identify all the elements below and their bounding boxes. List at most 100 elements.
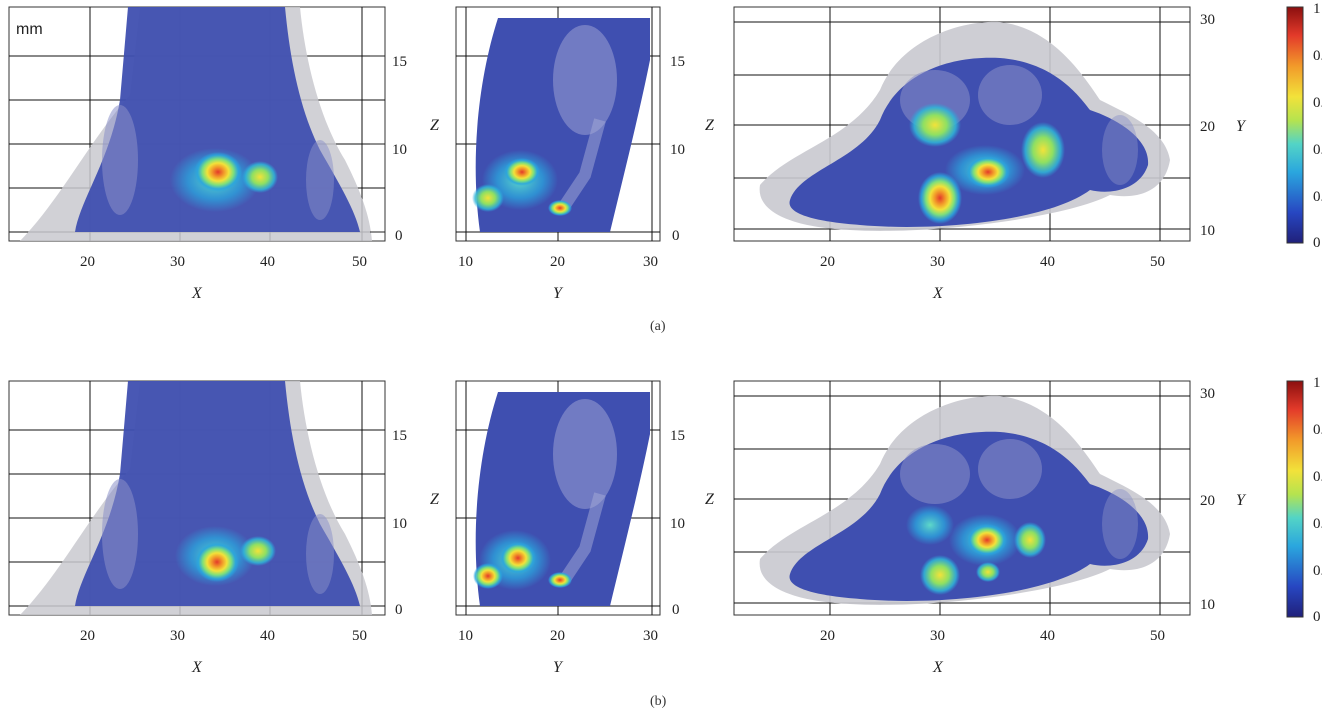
- organ-shadow: [553, 25, 617, 135]
- organ-shadow: [553, 399, 617, 509]
- hotspot: [976, 562, 1000, 582]
- caption-b: (b): [650, 694, 667, 709]
- unit-label: mm: [16, 21, 43, 38]
- x-tick: 20: [80, 628, 95, 644]
- x-tick: 30: [170, 254, 185, 270]
- colorbar-scale: [1286, 6, 1304, 244]
- y-axis-label: Y: [1236, 118, 1247, 135]
- panel-b-sagittal: 15 10 0 Z 10 20 30 Y: [455, 380, 715, 676]
- colorbar-tick: 0.8: [1313, 422, 1322, 438]
- hotspot: [548, 572, 572, 588]
- row-a: mm 15 10 0 Z 20 30 40 50 X 15: [8, 1, 1322, 334]
- y-axis-label: Z: [430, 117, 440, 134]
- y-tick: 10: [670, 516, 685, 532]
- row-b: 15 10 0 Z 20 30 40 50 X 15 10 0: [8, 375, 1322, 709]
- colorbar-tick: 1: [1313, 1, 1321, 17]
- y-tick: 15: [670, 54, 685, 70]
- x-tick: 10: [458, 254, 473, 270]
- y-tick: 30: [1200, 12, 1215, 28]
- bone-shadow: [306, 140, 334, 220]
- panel-a-sagittal: 15 10 0 Z 10 20 30 Y: [455, 6, 715, 302]
- y-tick: 0: [672, 228, 680, 244]
- y-tick: 20: [1200, 493, 1215, 509]
- hotspot: [504, 158, 540, 186]
- y-tick: 15: [392, 54, 407, 70]
- bone-shadow: [306, 514, 334, 594]
- y-axis-label: Z: [430, 491, 440, 508]
- hotspot: [1021, 122, 1065, 178]
- x-tick: 40: [260, 254, 275, 270]
- colorbar-tick: 0: [1313, 609, 1321, 625]
- x-axis-label: X: [191, 659, 203, 676]
- colorbar-tick: 0.8: [1313, 48, 1322, 64]
- body-silhouette: [75, 7, 360, 232]
- x-tick: 20: [550, 254, 565, 270]
- bone-shadow: [560, 118, 606, 209]
- x-tick: 30: [643, 628, 658, 644]
- x-tick: 50: [1150, 628, 1165, 644]
- colorbar-tick: 0.4: [1313, 516, 1322, 532]
- colorbar-tick: 0.6: [1313, 469, 1322, 485]
- y-tick: 15: [670, 428, 685, 444]
- x-tick: 30: [930, 254, 945, 270]
- organ-shadow: [900, 444, 970, 504]
- y-tick: 20: [1200, 119, 1215, 135]
- colorbar-tick: 0.2: [1313, 189, 1322, 205]
- x-tick: 50: [1150, 254, 1165, 270]
- colorbar-tick: 0.2: [1313, 563, 1322, 579]
- panel-a-transverse: 30 20 10 Y 20 30 40 50 X: [733, 6, 1247, 302]
- x-axis-label: Y: [553, 659, 564, 676]
- y-tick: 10: [670, 142, 685, 158]
- x-axis-label: Y: [553, 285, 564, 302]
- x-axis-label: X: [932, 285, 944, 302]
- colorbar-scale: [1286, 380, 1304, 618]
- x-axis-label: X: [932, 659, 944, 676]
- bone-shadow: [102, 105, 138, 215]
- y-axis-label: Z: [705, 117, 715, 134]
- hotspot: [500, 542, 536, 574]
- bone-shadow: [1102, 115, 1138, 185]
- hotspot: [242, 161, 278, 193]
- x-tick: 30: [170, 628, 185, 644]
- hotspot: [966, 156, 1010, 188]
- x-tick: 20: [550, 628, 565, 644]
- x-tick: 40: [1040, 628, 1055, 644]
- x-tick: 30: [643, 254, 658, 270]
- hotspot: [909, 103, 961, 147]
- body-silhouette: [75, 381, 360, 606]
- y-tick: 10: [392, 516, 407, 532]
- x-tick: 50: [352, 628, 367, 644]
- colorbar-b: 0 0.2 0.4 0.6 0.8 1: [1286, 375, 1322, 625]
- hotspot: [472, 184, 504, 212]
- colorbar-tick: 1: [1313, 375, 1321, 391]
- x-tick: 30: [930, 628, 945, 644]
- x-tick: 50: [352, 254, 367, 270]
- hotspot: [906, 505, 954, 545]
- hotspot: [1014, 522, 1046, 558]
- colorbar-tick: 0.6: [1313, 95, 1322, 111]
- body-silhouette: [789, 57, 1149, 227]
- body-silhouette: [789, 431, 1149, 601]
- hotspot: [195, 542, 239, 582]
- x-tick: 40: [260, 628, 275, 644]
- x-tick: 20: [80, 254, 95, 270]
- bone-shadow: [1102, 489, 1138, 559]
- right-ticks: [370, 55, 385, 233]
- panel-a-coronal: mm 15 10 0 Z 20 30 40 50 X: [8, 6, 440, 302]
- hotspot: [240, 536, 276, 566]
- y-axis-label: Z: [705, 491, 715, 508]
- hotspot: [473, 563, 503, 589]
- colorbar-tick: 0: [1313, 235, 1321, 251]
- hotspot: [918, 172, 962, 224]
- bone-shadow: [560, 492, 606, 583]
- colorbar-tick: 0.4: [1313, 142, 1322, 158]
- y-tick: 0: [395, 228, 403, 244]
- hotspot: [548, 200, 572, 216]
- y-tick: 10: [1200, 597, 1215, 613]
- y-tick: 10: [392, 142, 407, 158]
- y-tick: 10: [1200, 223, 1215, 239]
- panel-b-transverse: 30 20 10 Y 20 30 40 50 X: [733, 380, 1247, 676]
- y-tick: 0: [672, 602, 680, 618]
- hotspot: [194, 152, 242, 192]
